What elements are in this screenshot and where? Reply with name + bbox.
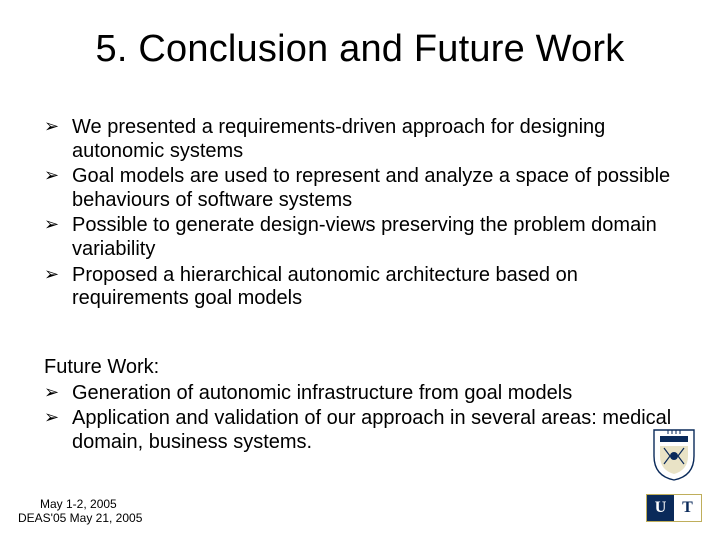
bullet-item: Application and validation of our approa… [44,407,680,454]
future-bullet-list: Generation of autonomic infrastructure f… [44,382,680,455]
footer-dates: May 1-2, 2005 DEAS'05 May 21, 2005 [18,498,142,526]
ut-logo-badge: U T [646,494,702,522]
bullet-item: Possible to generate design-views preser… [44,214,680,261]
footer-date-line-2: DEAS'05 May 21, 2005 [18,512,142,526]
future-work-block: Future Work: Generation of autonomic inf… [44,356,680,456]
bullet-item: Goal models are used to represent and an… [44,165,680,212]
slide-title: 5. Conclusion and Future Work [0,28,720,71]
university-crest-icon [650,426,698,482]
bullet-item: We presented a requirements-driven appro… [44,116,680,163]
ut-logo-left-letter: U [647,495,674,521]
slide: 5. Conclusion and Future Work We present… [0,0,720,540]
bullet-item: Generation of autonomic infrastructure f… [44,382,680,406]
main-bullet-list: We presented a requirements-driven appro… [44,116,680,311]
footer-date-line-1: May 1-2, 2005 [18,498,142,512]
ut-logo-right-letter: T [674,495,701,521]
main-bullets-block: We presented a requirements-driven appro… [44,116,680,313]
future-work-label: Future Work: [44,356,680,380]
bullet-item: Proposed a hierarchical autonomic archit… [44,264,680,311]
